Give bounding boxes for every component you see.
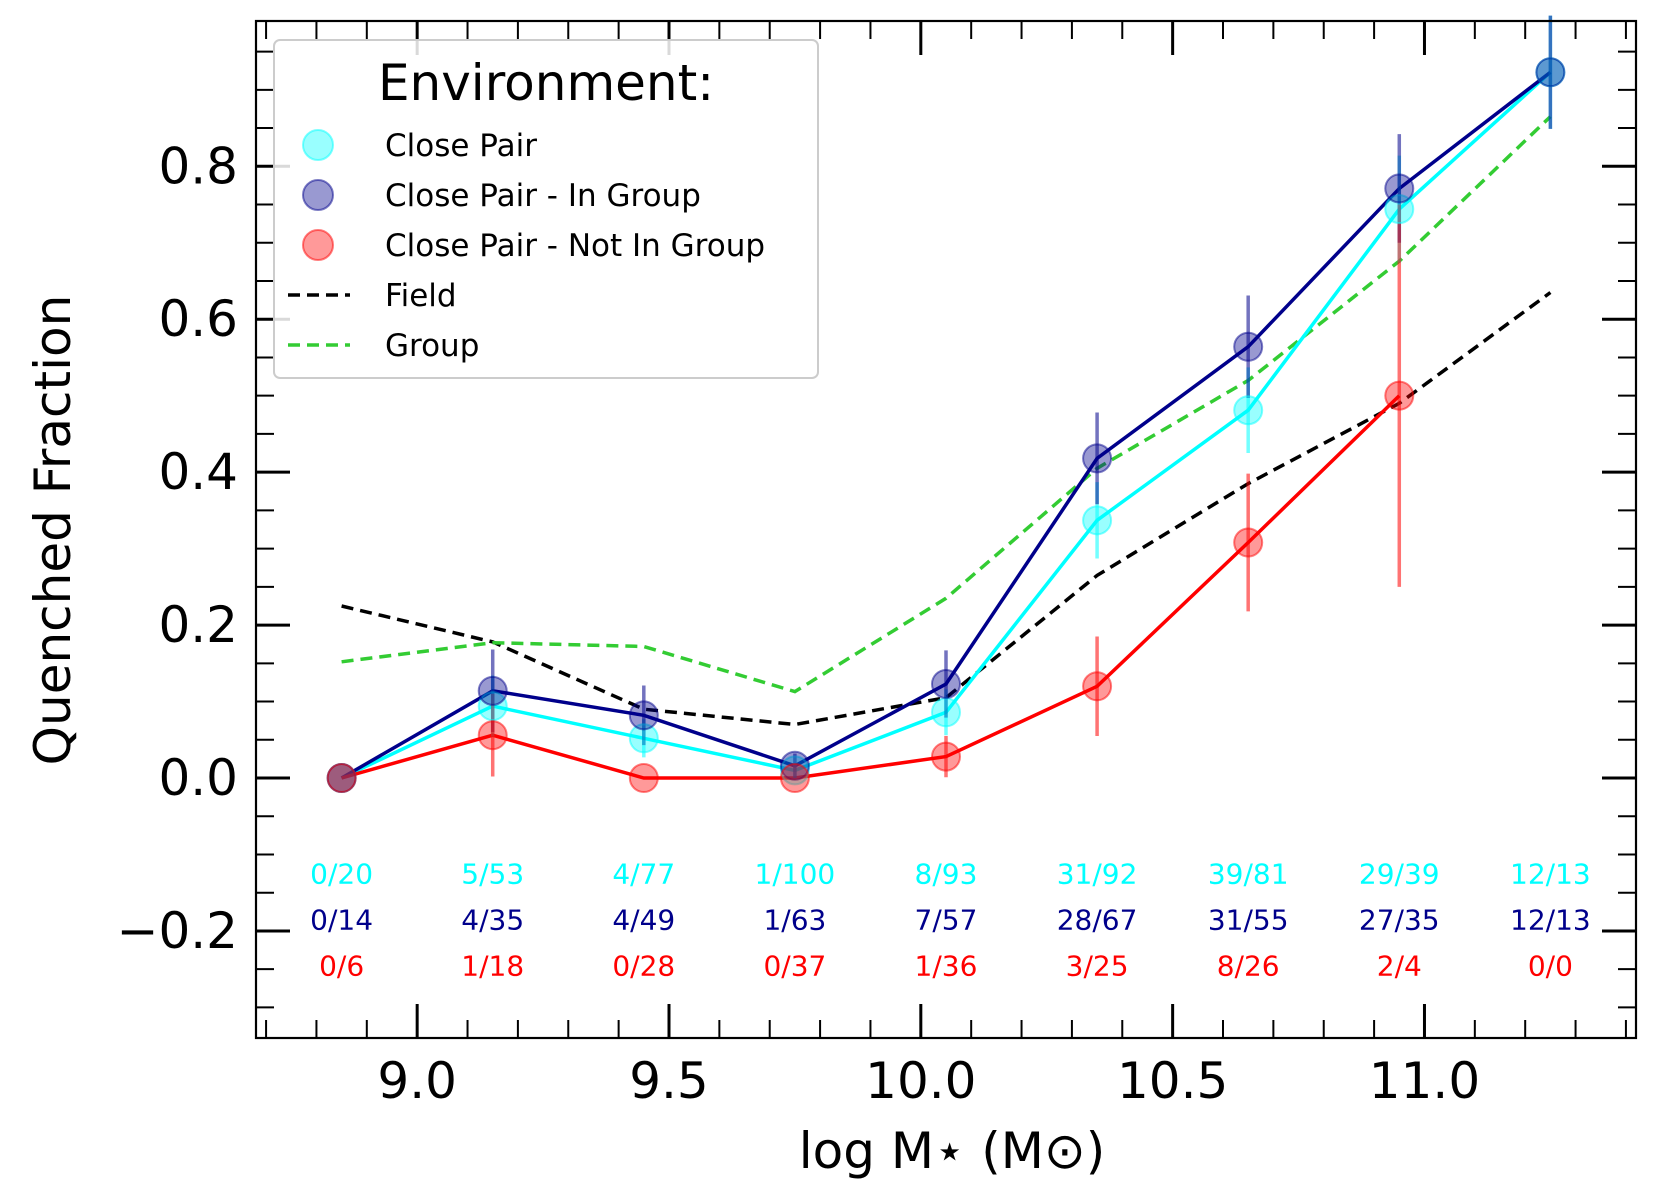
data-point-close-pair-not-in-group bbox=[779, 763, 810, 794]
data-point-close-pair bbox=[931, 697, 961, 728]
count-label: 8/26 bbox=[1217, 949, 1280, 982]
data-point-close-pair-not-in-group bbox=[477, 720, 508, 751]
count-label: 0/0 bbox=[1528, 949, 1573, 982]
count-label: 1/100 bbox=[755, 858, 836, 891]
data-point-close-pair bbox=[628, 723, 659, 754]
data-point-close-pair bbox=[1082, 505, 1113, 536]
series-line-field bbox=[341, 291, 1552, 727]
data-point-close-pair-in-group bbox=[1384, 173, 1415, 204]
data-point-close-pair-not-in-group bbox=[1233, 527, 1264, 558]
count-label: 29/39 bbox=[1359, 858, 1440, 891]
ticks-layer: 9.0 9.5 10.0 10.5 11.0 −0.2 0.0 0.2 0.4 0.6 0.8 bbox=[117, 21, 1636, 1110]
x-tick-label: 10.5 bbox=[1117, 1052, 1228, 1110]
count-label: 8/93 bbox=[915, 858, 978, 891]
count-label: 2/4 bbox=[1377, 949, 1422, 982]
data-point-close-pair-in-group bbox=[1535, 57, 1566, 88]
counts-layer: 0/20 5/53 4/77 1/100 8/93 31/92 39/81 29/39 12/1… bbox=[310, 858, 1591, 983]
data-point-close-pair-in-group bbox=[931, 668, 961, 699]
data-point-close-pair bbox=[1384, 194, 1415, 225]
series-line-close-pair-not-in-group bbox=[341, 394, 1401, 780]
legend-title: Environment: bbox=[378, 54, 714, 112]
legend: Environment: Close Pair Close Pair - In Gr… bbox=[273, 39, 819, 379]
count-label: 7/57 bbox=[915, 903, 978, 936]
count-label: 0/28 bbox=[612, 949, 675, 982]
count-label: 5/53 bbox=[461, 858, 524, 891]
count-label: 1/63 bbox=[763, 903, 826, 936]
count-label: 39/81 bbox=[1208, 858, 1289, 891]
data-point-close-pair-not-in-group bbox=[1384, 380, 1415, 411]
data-point-close-pair bbox=[1233, 395, 1264, 426]
legend-label: Group bbox=[385, 328, 479, 364]
plot-frame bbox=[254, 19, 1638, 1040]
legend-marker bbox=[302, 179, 334, 211]
legend-label: Close Pair bbox=[385, 128, 537, 164]
data-point-close-pair-in-group bbox=[1082, 443, 1113, 474]
x-axis-title: log M⋆ (M⊙) bbox=[799, 1122, 1106, 1180]
count-label: 4/49 bbox=[612, 903, 675, 936]
count-label: 3/25 bbox=[1066, 949, 1129, 982]
data-point-close-pair-not-in-group bbox=[931, 741, 961, 772]
x-tick-label: 11.0 bbox=[1369, 1052, 1480, 1110]
y-tick-label: 0.2 bbox=[158, 596, 238, 654]
legend-marker bbox=[302, 229, 334, 261]
y-tick-label: 0.4 bbox=[158, 443, 238, 501]
count-label: 4/35 bbox=[461, 903, 524, 936]
count-label: 1/36 bbox=[915, 949, 978, 982]
y-tick-label: 0.0 bbox=[158, 749, 238, 807]
count-label: 12/13 bbox=[1510, 903, 1591, 936]
count-label: 1/18 bbox=[461, 949, 524, 982]
x-tick-label: 9.5 bbox=[629, 1052, 709, 1110]
count-label: 28/67 bbox=[1057, 903, 1138, 936]
count-label: 31/92 bbox=[1057, 858, 1138, 891]
count-label: 27/35 bbox=[1359, 903, 1440, 936]
y-axis-title: Quenched Fraction bbox=[24, 295, 82, 766]
data-point-close-pair bbox=[477, 691, 508, 722]
y-tick-label: 0.6 bbox=[158, 290, 238, 348]
data-point-close-pair-not-in-group bbox=[1082, 671, 1113, 702]
legend-box bbox=[273, 39, 819, 379]
x-tick-label: 9.0 bbox=[377, 1052, 457, 1110]
y-tick-label: 0.8 bbox=[158, 137, 238, 195]
y-tick-label: −0.2 bbox=[117, 902, 238, 960]
series-layer bbox=[326, 15, 1566, 794]
series-line-group bbox=[341, 115, 1552, 694]
legend-marker bbox=[302, 129, 334, 161]
data-point-close-pair-not-in-group bbox=[326, 763, 357, 794]
count-label: 4/77 bbox=[612, 858, 675, 891]
legend-label: Close Pair - Not In Group bbox=[385, 228, 765, 264]
count-label: 31/55 bbox=[1208, 903, 1289, 936]
count-label: 12/13 bbox=[1510, 858, 1591, 891]
x-tick-label: 10.0 bbox=[865, 1052, 976, 1110]
legend-label: Field bbox=[385, 278, 457, 314]
legend-label: Close Pair - In Group bbox=[385, 178, 701, 214]
data-point-close-pair-not-in-group bbox=[628, 763, 659, 794]
count-label: 0/14 bbox=[310, 903, 373, 936]
data-point-close-pair-in-group bbox=[1233, 331, 1264, 362]
data-point-close-pair-in-group bbox=[779, 750, 810, 781]
count-label: 0/20 bbox=[310, 858, 373, 891]
count-label: 0/37 bbox=[763, 949, 826, 982]
data-point-close-pair-in-group bbox=[477, 675, 508, 706]
count-label: 0/6 bbox=[319, 949, 364, 982]
data-point-close-pair-in-group bbox=[628, 700, 659, 731]
